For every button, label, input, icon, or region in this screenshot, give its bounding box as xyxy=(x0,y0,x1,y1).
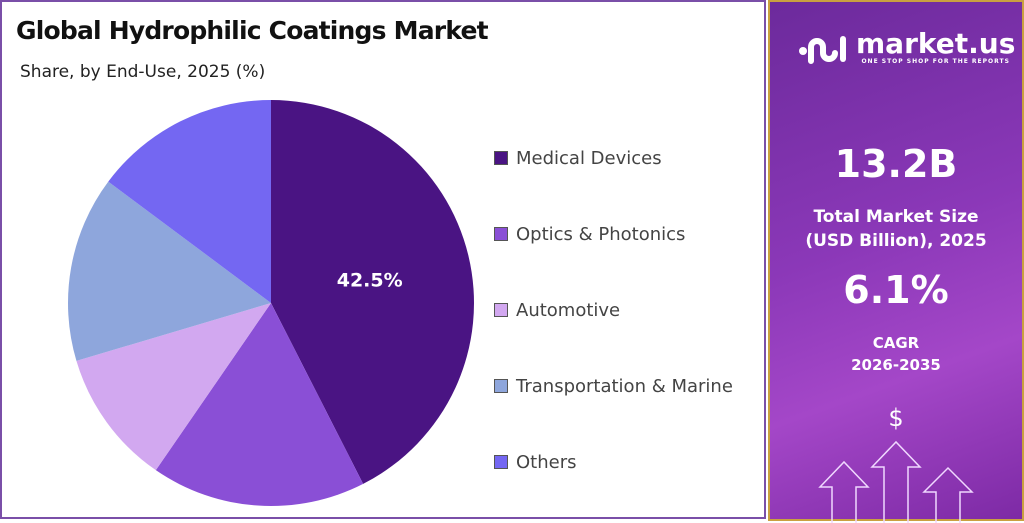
legend-swatch xyxy=(494,303,508,317)
growth-arrows-icon xyxy=(818,440,974,523)
legend-swatch xyxy=(494,151,508,165)
legend-label: Optics & Photonics xyxy=(516,223,686,245)
pie-slice-optics-photonics xyxy=(155,303,364,506)
cagr-value: 6.1% xyxy=(843,268,949,312)
logo-icon xyxy=(799,35,846,64)
legend-item: Optics & Photonics xyxy=(494,196,733,272)
legend-item: Medical Devices xyxy=(494,120,733,196)
market-size-label-2: (USD Billion), 2025 xyxy=(805,231,987,251)
legend-label: Transportation & Marine xyxy=(516,375,733,397)
data-label: 42.5% xyxy=(337,269,403,291)
legend-item: Others xyxy=(494,424,733,500)
logo-tagline: ONE STOP SHOP FOR THE REPORTS xyxy=(861,58,1010,65)
legend-item: Transportation & Marine xyxy=(494,348,733,424)
legend-swatch xyxy=(494,455,508,469)
pie-slice-transportation-marine xyxy=(67,181,271,361)
chart-title: Global Hydrophilic Coatings Market xyxy=(16,16,489,45)
market-size-value: 13.2B xyxy=(834,142,958,186)
legend-swatch xyxy=(494,379,508,393)
dollar-icon: $ xyxy=(888,404,904,432)
legend: Medical Devices Optics & Photonics Automot… xyxy=(494,120,733,500)
market-us-logo: market.us ONE STOP SHOP FOR THE REPORTS xyxy=(798,30,1015,65)
chart-subtitle: Share, by End-Use, 2025 (%) xyxy=(20,62,266,82)
legend-label: Automotive xyxy=(516,299,621,321)
pie-chart: 42.5% xyxy=(67,100,475,506)
pie-slice-others xyxy=(108,100,272,303)
cagr-label-1: CAGR xyxy=(872,334,920,352)
cagr-label-2: 2026-2035 xyxy=(851,356,941,374)
legend-label: Medical Devices xyxy=(516,147,662,169)
market-size-label-1: Total Market Size xyxy=(813,207,979,227)
logo-text: market.us xyxy=(856,27,1016,60)
pie-slice-medical-devices xyxy=(271,100,475,484)
summary-panel: market.us ONE STOP SHOP FOR THE REPORTS … xyxy=(768,0,1024,523)
legend-label: Others xyxy=(516,451,577,473)
legend-item: Automotive xyxy=(494,272,733,348)
chart-panel: Global Hydrophilic Coatings Market Share… xyxy=(0,0,766,519)
legend-swatch xyxy=(494,227,508,241)
pie-slice-automotive xyxy=(76,303,271,471)
